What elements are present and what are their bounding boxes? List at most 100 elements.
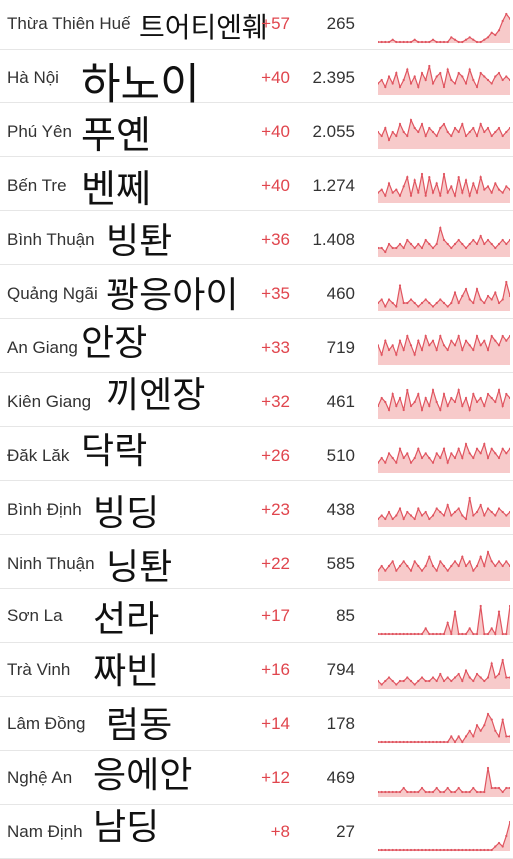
table-row[interactable]: Bình Định 빙딩 +23 438 [0,482,513,535]
sparkline-point [479,344,482,347]
province-name: Thừa Thiên Huế [7,14,131,33]
sparkline-point [457,388,460,392]
table-row[interactable]: Lâm Đồng 럼동 +14 178 [0,698,513,751]
table-row[interactable]: Nghệ An 응에안 +12 469 [0,752,513,805]
sparkline-point [508,820,510,824]
sparkline-point [450,564,453,568]
sparkline-point [486,632,490,636]
sparkline-point [490,627,493,630]
sparkline-point [413,38,416,41]
sparkline-point [424,298,427,301]
sparkline-point [483,679,486,683]
sparkline-point [398,447,402,450]
table-row[interactable]: Bến Tre 벤쩨 +40 1.274 [0,158,513,211]
sparkline-point [384,569,387,572]
sparkline-point [387,510,391,514]
sparkline-point [420,40,424,44]
table-row[interactable]: Nam Định 남딩 +8 27 [0,806,513,859]
sparkline-point [453,400,457,404]
sparkline-point [384,848,387,852]
sparkline-point [472,735,475,738]
sparkline-point [435,182,438,185]
table-row[interactable]: Sơn La 선라 +17 85 [0,590,513,643]
sparkline-point [424,564,427,568]
new-cases: +40 [261,68,290,87]
sparkline-point [431,130,435,134]
sparkline-point [508,564,510,568]
total-cases: 469 [326,768,355,787]
table-row[interactable]: Phú Yên 푸옌 +40 2.055 [0,104,513,157]
sparkline-point [428,456,431,460]
sparkline-point [479,503,482,507]
sparkline-point [413,246,416,250]
sparkline-point [497,786,501,790]
new-cases: +16 [261,660,290,679]
sparkline-point [409,242,413,246]
sparkline-point [486,294,490,298]
sparkline-point [472,456,475,460]
sparkline-point [391,456,394,460]
table-row[interactable]: Đăk Lăk 닥락 +26 510 [0,428,513,481]
sparkline-point [439,790,442,794]
sparkline-point [391,679,394,683]
table-row[interactable]: An Giang 안장 +33 719 [0,320,513,373]
sparkline-svg [378,12,510,44]
sparkline-point [431,191,435,194]
sparkline-point [417,130,420,134]
sparkline-point [461,555,464,558]
total-cases: 2.055 [312,122,355,141]
table-row[interactable]: Kiên Giang 끼엔장 +32 461 [0,374,513,427]
sparkline-point [453,456,457,460]
sparkline-point [494,786,497,790]
sparkline-point [457,130,460,134]
table-row[interactable]: Ninh Thuận 닝퇀 +22 585 [0,536,513,589]
sparkline-point [461,404,464,408]
sparkline-point [464,669,468,672]
table-row[interactable]: Hà Nội 하노이 +40 2.395 [0,50,513,110]
province-name: Kiên Giang [7,392,92,411]
sparkline-point [457,40,460,44]
total-cases: 510 [326,446,355,465]
sparkline-point [446,404,449,408]
new-cases: +40 [261,122,290,141]
total-cases: 460 [326,284,355,303]
sparkline-point [505,392,508,396]
table-row[interactable]: Thừa Thiên Huế 트어티엔훼 +57 265 [0,0,513,50]
sparkline-point [508,334,510,338]
sparkline-point [435,348,438,352]
sparkline-point [417,447,420,450]
table-row[interactable]: Bình Thuận 빙퇀 +36 1.408 [0,212,513,265]
sparkline-point [475,848,479,852]
sparkline-point [446,68,449,71]
sparkline-point [468,848,471,852]
sparkline-line [378,821,510,851]
sparkline-point [402,246,405,250]
sparkline-point [439,71,442,75]
sparkline-point [457,786,460,790]
table-row[interactable]: Trà Vinh 짜빈 +16 794 [0,644,513,697]
sparkline-point [457,334,460,338]
sparkline-point [431,676,435,679]
sparkline-point [384,126,387,130]
table-row[interactable]: Quảng Ngãi 꽝응아이 +35 460 [0,266,513,319]
sparkline-point [501,845,504,848]
sparkline-point [508,735,510,738]
sparkline-point [378,404,380,408]
sparkline-point [435,679,438,683]
sparkline-point [413,683,416,686]
sparkline-point [479,176,482,179]
new-cases: +23 [261,500,290,519]
sparkline-point [380,790,383,794]
sparkline-point [508,676,510,679]
sparkline-point [395,461,398,464]
sparkline-point [475,191,479,194]
sparkline-point [446,848,449,852]
sparkline-point [450,452,453,455]
sparkline-point [439,194,442,197]
sparkline-point [395,404,398,408]
sparkline-point [435,301,438,305]
sparkline-point [431,82,435,85]
sparkline-point [501,404,504,408]
sparkline-svg [378,658,510,689]
sparkline-point [431,514,435,517]
